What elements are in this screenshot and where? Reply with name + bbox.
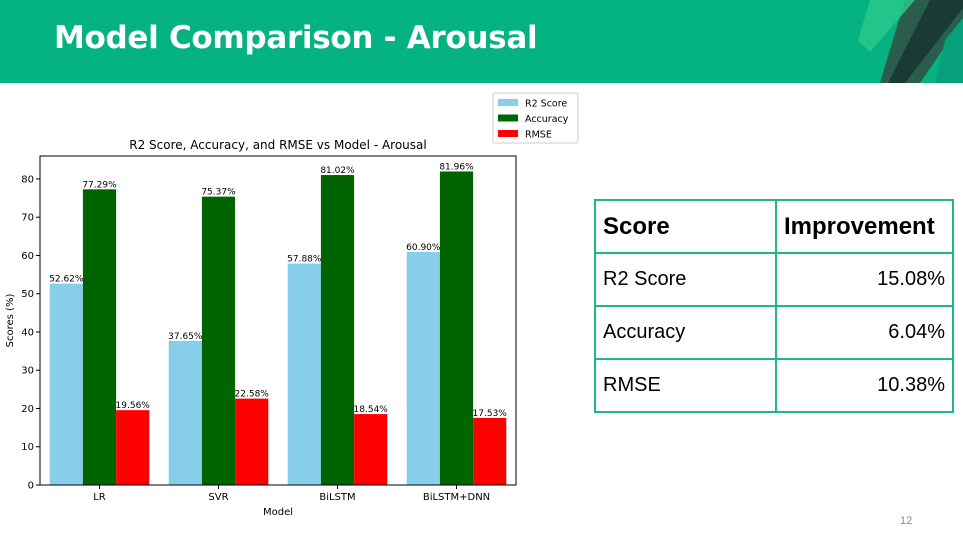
data-label: 81.96% — [439, 162, 474, 172]
y-tick-label: 70 — [21, 213, 34, 224]
slide-title: Model Comparison - Arousal — [54, 20, 538, 56]
header-decoration — [858, 0, 963, 83]
x-tick-label: BiLSTM — [319, 492, 355, 503]
table-cell-metric: Accuracy — [594, 305, 777, 360]
legend-swatch — [498, 114, 518, 122]
data-label: 57.88% — [287, 255, 322, 265]
legend-label: RMSE — [525, 130, 552, 141]
table-cell-value: 10.38% — [775, 358, 954, 413]
bar-rmse — [235, 398, 269, 485]
data-label: 52.62% — [49, 275, 84, 285]
table-cell-metric: RMSE — [594, 358, 777, 413]
y-tick-label: 40 — [21, 327, 34, 338]
bar-rmse — [473, 417, 507, 485]
table-cell-value: 15.08% — [775, 252, 954, 307]
y-tick-label: 10 — [21, 442, 34, 453]
bar-accuracy — [82, 189, 117, 486]
decor-stripe-darker — [888, 0, 963, 83]
table-row: Accuracy 6.04% — [594, 305, 954, 360]
chart-title: R2 Score, Accuracy, and RMSE vs Model - … — [129, 138, 426, 152]
legend-swatch — [498, 130, 518, 137]
slide-header: Model Comparison - Arousal — [0, 0, 963, 83]
bar-r2-score — [49, 283, 83, 485]
decor-stripe-green — [935, 18, 963, 83]
y-tick-label: 0 — [28, 481, 34, 492]
bar-accuracy — [201, 196, 236, 485]
table-cell-value: 6.04% — [775, 305, 954, 360]
data-label: 60.90% — [406, 243, 441, 253]
y-tick-label: 60 — [21, 251, 34, 262]
improvement-table: Score Improvement R2 Score 15.08% Accura… — [594, 199, 954, 413]
plot-frame — [39, 155, 517, 486]
y-tick-label: 80 — [21, 174, 34, 185]
data-label: 19.56% — [116, 401, 151, 411]
table-row: R2 Score 15.08% — [594, 252, 954, 307]
data-label: 18.54% — [354, 405, 389, 415]
data-label: 37.65% — [168, 332, 203, 342]
table-header-improvement: Improvement — [775, 199, 954, 254]
y-tick-label: 20 — [21, 404, 34, 415]
data-label: 77.29% — [82, 180, 117, 190]
table-row: RMSE 10.38% — [594, 358, 954, 413]
y-axis-label: Scores (%) — [5, 294, 16, 348]
bar-chart: R2 Score, Accuracy, and RMSE vs Model - … — [0, 88, 590, 528]
x-axis-label: Model — [263, 507, 293, 518]
bar-rmse — [354, 414, 388, 485]
bar-accuracy — [439, 171, 474, 485]
table-header-row: Score Improvement — [594, 199, 954, 254]
bar-chart-svg: R2 Score, Accuracy, and RMSE vs Model - … — [5, 92, 579, 518]
x-tick-label: LR — [93, 492, 106, 503]
data-label: 75.37% — [201, 188, 236, 198]
x-tick-label: SVR — [208, 492, 228, 503]
y-tick-label: 50 — [21, 289, 34, 300]
data-label: 17.53% — [473, 409, 508, 419]
decor-stripe-light — [858, 0, 915, 52]
bar-r2-score — [168, 340, 202, 485]
page-number: 12 — [900, 515, 913, 527]
x-tick-label: BiLSTM+DNN — [423, 492, 490, 503]
bar-rmse — [116, 410, 150, 485]
data-label: 81.02% — [320, 166, 355, 176]
table-header-score: Score — [594, 199, 777, 254]
y-tick-label: 30 — [21, 366, 34, 377]
bar-r2-score — [287, 263, 321, 485]
bar-r2-score — [406, 252, 440, 485]
legend-label: R2 Score — [525, 99, 567, 110]
legend-label: Accuracy — [525, 114, 569, 125]
bar-accuracy — [320, 175, 355, 485]
table-cell-metric: R2 Score — [594, 252, 777, 307]
legend-swatch — [498, 99, 518, 106]
data-label: 22.58% — [235, 390, 270, 400]
